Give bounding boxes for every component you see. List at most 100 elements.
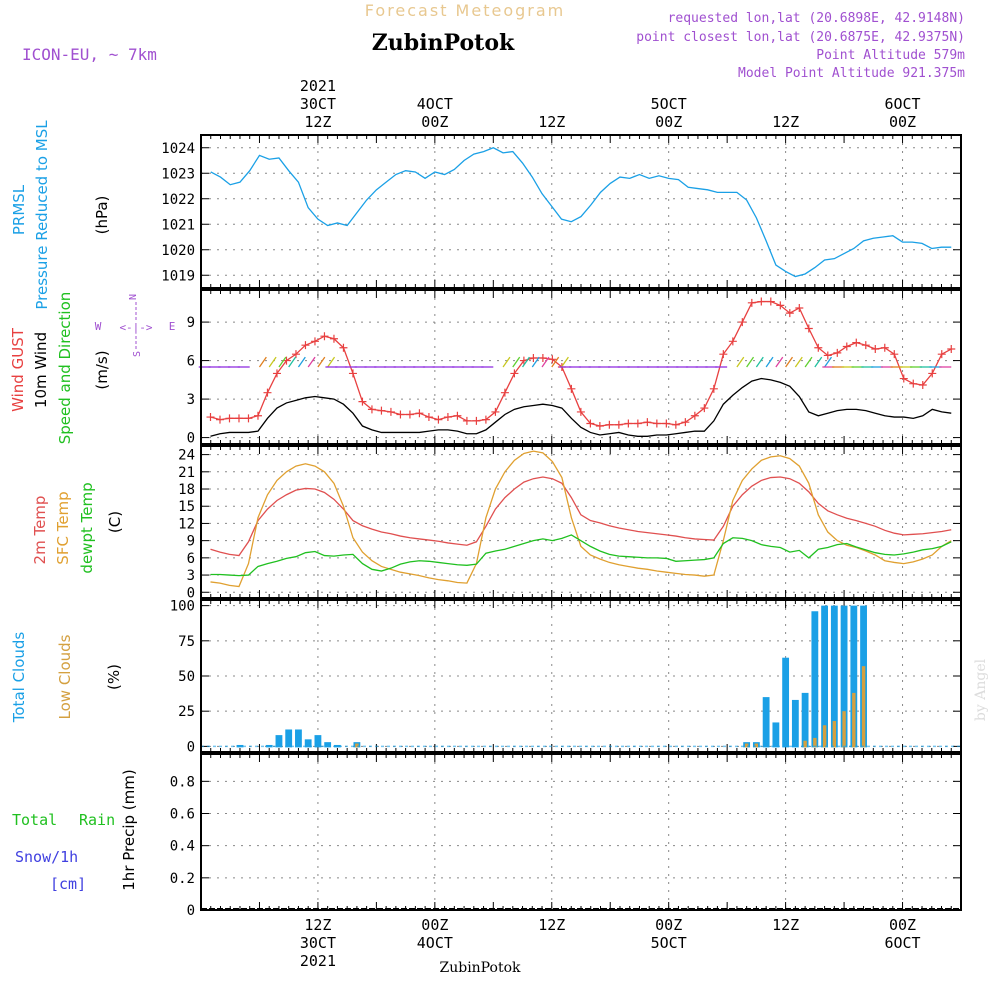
top-time-label: 12Z [772,113,799,131]
sfc-temp-line [210,450,952,588]
clouds-ytick-label: 25 [178,704,195,720]
gust-marker [586,419,595,428]
wind-arrow [736,356,745,368]
gust-marker [690,411,699,420]
pressure-ytick-label: 1021 [161,217,195,233]
low-cloud-bar [744,743,749,748]
precip-panel-labels: Total Rain Snow/1h [cm] 1hr Precip (mm) [12,769,138,893]
clouds-ytick-label: 75 [178,634,195,650]
temp-ytick-label: 9 [187,534,195,550]
total-clouds-label: Total Clouds [10,632,28,724]
wind-arrow [560,356,569,368]
gust-marker [443,413,452,422]
precip-snow-label: Snow/1h [15,848,78,866]
top-time-label: 12Z [304,113,331,131]
compass-s: S [132,351,143,357]
wind-arrow [541,356,550,368]
temp-ytick-label: 6 [187,551,195,567]
top-time-label: 12Z [538,113,565,131]
gust-marker [310,337,319,346]
total-cloud-bar [762,697,770,748]
gust-marker [339,343,348,352]
gust-marker [918,380,927,389]
low-cloud-bar [832,721,837,748]
wind-ytick-label: 9 [187,315,195,331]
prmsl-line [210,147,952,278]
wind-arrow [268,356,277,368]
gust-marker [880,343,889,352]
gust-marker [899,374,908,383]
temp-ytick-label: 0 [187,585,195,601]
precip-ytick-label: 0.4 [170,839,195,855]
precip-ytick-label: 0 [187,903,195,919]
precip-ytick-label: 0.2 [170,871,195,887]
2m-temp-line [210,476,952,557]
top-time-label: 4OCT [417,95,453,113]
bottom-time-label: 4OCT [417,934,453,952]
gust-marker [481,415,490,424]
precip-frame [200,753,962,911]
wind-ytick-label: 6 [187,354,195,370]
gust-marker [548,355,557,364]
total-cloud-bar [830,605,838,748]
low-cloud-bar [803,740,807,748]
gust-marker [500,388,509,397]
top-title: Forecast Meteogram [365,1,565,20]
precip-grid: 0 0.2 0.4 0.6 0.8 [170,754,961,919]
compass-n: N [128,294,139,300]
model-label: ICON-EU, ~ 7km [22,45,157,64]
gust-marker [671,420,680,429]
total-cloud-bar [850,605,858,748]
gust-marker [652,419,661,428]
temp-panel-labels: 2m Temp SFC Temp dewpt Temp (C) [31,482,124,573]
top-time-label: 00Z [655,113,682,131]
gust-marker [814,343,823,352]
wind-arrow [794,356,803,368]
total-cloud-bar [782,657,790,748]
low-cloud-bar [355,743,359,748]
low-cloud-bar [861,666,866,748]
gust-marker [624,419,633,428]
gust-marker [225,414,234,423]
wind-arrow [755,356,764,368]
wind-arrow [278,356,287,368]
temp-ytick-label: 21 [178,465,195,481]
gust-marker [728,337,737,346]
low-clouds-label: Low Clouds [56,634,74,719]
gust-marker [700,404,709,413]
info-point-altitude: Point Altitude 579m [816,48,965,63]
wind-arrow [775,356,784,368]
temp-dewpt-label: dewpt Temp [78,482,96,573]
info-model-altitude: Model Point Altitude 921.375m [738,66,965,81]
gust-marker [852,338,861,347]
gust-marker [643,418,652,427]
precip-ytick-label: 0.6 [170,807,195,823]
gust-marker [681,418,690,427]
total-cloud-bar [324,742,332,748]
gust-marker [747,298,756,307]
total-cloud-bar [791,699,799,748]
bottom-time-label: 6OCT [884,934,920,952]
bottom-time-label: 12Z [304,916,331,934]
temp-2m-label: 2m Temp [31,496,49,565]
pressure-ytick-label: 1020 [161,243,195,259]
gust-marker [861,341,870,350]
wind-arrows [198,356,952,368]
precip-unit-label: 1hr Precip (mm) [120,769,138,890]
gust-marker [491,407,500,416]
temp-frame [200,445,962,599]
wind-arrow [327,356,336,368]
wind-ytick-label: 3 [187,392,195,408]
wind-arrow [746,356,755,368]
total-cloud-bar [772,722,780,748]
gust-marker [928,369,937,378]
temp-ytick-label: 15 [178,499,195,515]
clouds-ytick-label: 50 [178,669,195,685]
gust-marker [272,369,281,378]
gust-marker [947,345,956,354]
wind-arrow [804,356,813,368]
wind-unit-label: (m/s) [93,350,111,389]
gust-marker [405,410,414,419]
low-cloud-bar [813,737,817,748]
precip-total-label: Total [12,811,57,829]
